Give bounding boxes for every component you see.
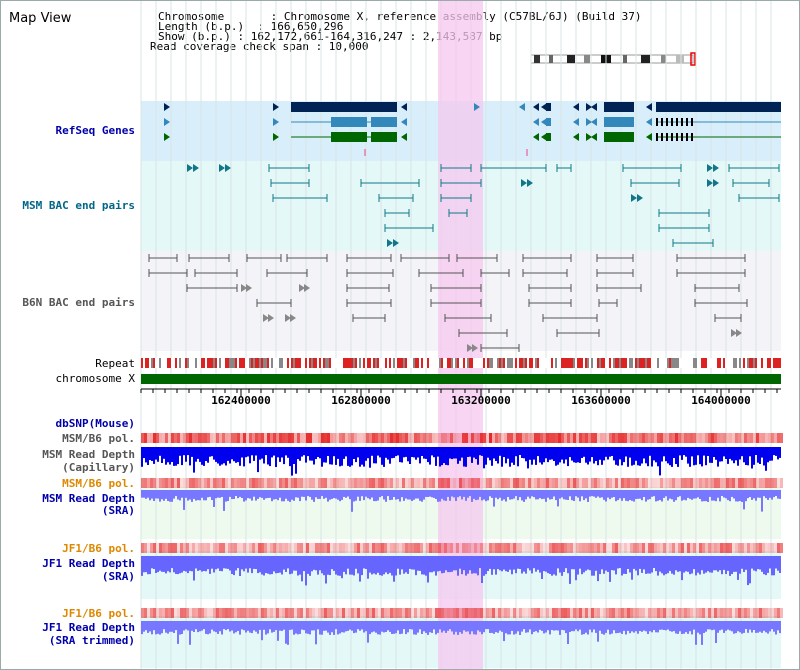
axis-tick-label: 164000000 <box>691 394 751 407</box>
track-label-msm-pol-2: MSM/B6 pol. <box>62 477 135 490</box>
jf1-depth-trimmed-track[interactable] <box>141 621 781 645</box>
track-label-b6n-bac[interactable]: B6N BAC end pairs <box>22 296 135 309</box>
msm-b6-pol-track-2[interactable] <box>141 478 783 488</box>
track-label-jf1-pol-2: JF1/B6 pol. <box>62 607 135 620</box>
chromosome-bar[interactable] <box>141 374 781 384</box>
jf1-b6-pol-track-2[interactable] <box>141 608 783 618</box>
msm-depth-capillary-track[interactable] <box>141 447 781 476</box>
msm-bac-pairs-features[interactable] <box>187 164 780 247</box>
track-label-jf1-depth-sra: JF1 Read Depth <box>42 557 135 570</box>
position-axis <box>140 388 781 397</box>
axis-tick-label: 163600000 <box>571 394 631 407</box>
refseq-genes-features[interactable] <box>164 102 781 156</box>
track-label-msm-bac[interactable]: MSM BAC end pairs <box>22 199 135 212</box>
b6n-bac-pairs-features[interactable] <box>148 254 748 352</box>
msm-b6-pol-track-1[interactable] <box>141 433 783 443</box>
track-label-jf1-pol-1: JF1/B6 pol. <box>62 542 135 555</box>
jf1-b6-pol-track-1[interactable] <box>141 543 783 553</box>
msm-depth-sra-track[interactable] <box>141 490 781 512</box>
chromosome-ideogram[interactable] <box>530 52 696 66</box>
track-label-msm-depth-sra: MSM Read Depth <box>42 492 135 505</box>
track-label-jf1-depth-trim: JF1 Read Depth <box>42 621 135 634</box>
track-label-repeat: Repeat <box>95 357 135 370</box>
track-label-msm-depth-sra-sub: (SRA) <box>101 504 135 517</box>
track-label-refseq[interactable]: RefSeq Genes <box>55 124 135 137</box>
axis-tick-label: 162800000 <box>331 394 391 407</box>
track-label-dbsnp[interactable]: dbSNP(Mouse) <box>55 417 135 430</box>
track-label-msm-depth-cap: MSM Read Depth <box>42 448 135 461</box>
jf1-depth-sra-track[interactable] <box>141 556 781 586</box>
track-label-msm-pol-1: MSM/B6 pol. <box>62 432 135 445</box>
page-title: Map View <box>9 11 72 26</box>
track-label-msm-depth-cap-sub: (Capillary) <box>62 461 135 474</box>
axis-tick-label: 163200000 <box>451 394 511 407</box>
repeat-track[interactable] <box>141 358 781 368</box>
track-label-jf1-depth-sra-sub: (SRA) <box>101 570 135 583</box>
span-info: Read coverage check span : 10,000 <box>150 40 369 53</box>
axis-tick-label: 162400000 <box>211 394 271 407</box>
track-label-chromosome: chromosome X <box>55 372 135 385</box>
track-label-jf1-depth-trim-sub: (SRA trimmed) <box>48 634 135 647</box>
